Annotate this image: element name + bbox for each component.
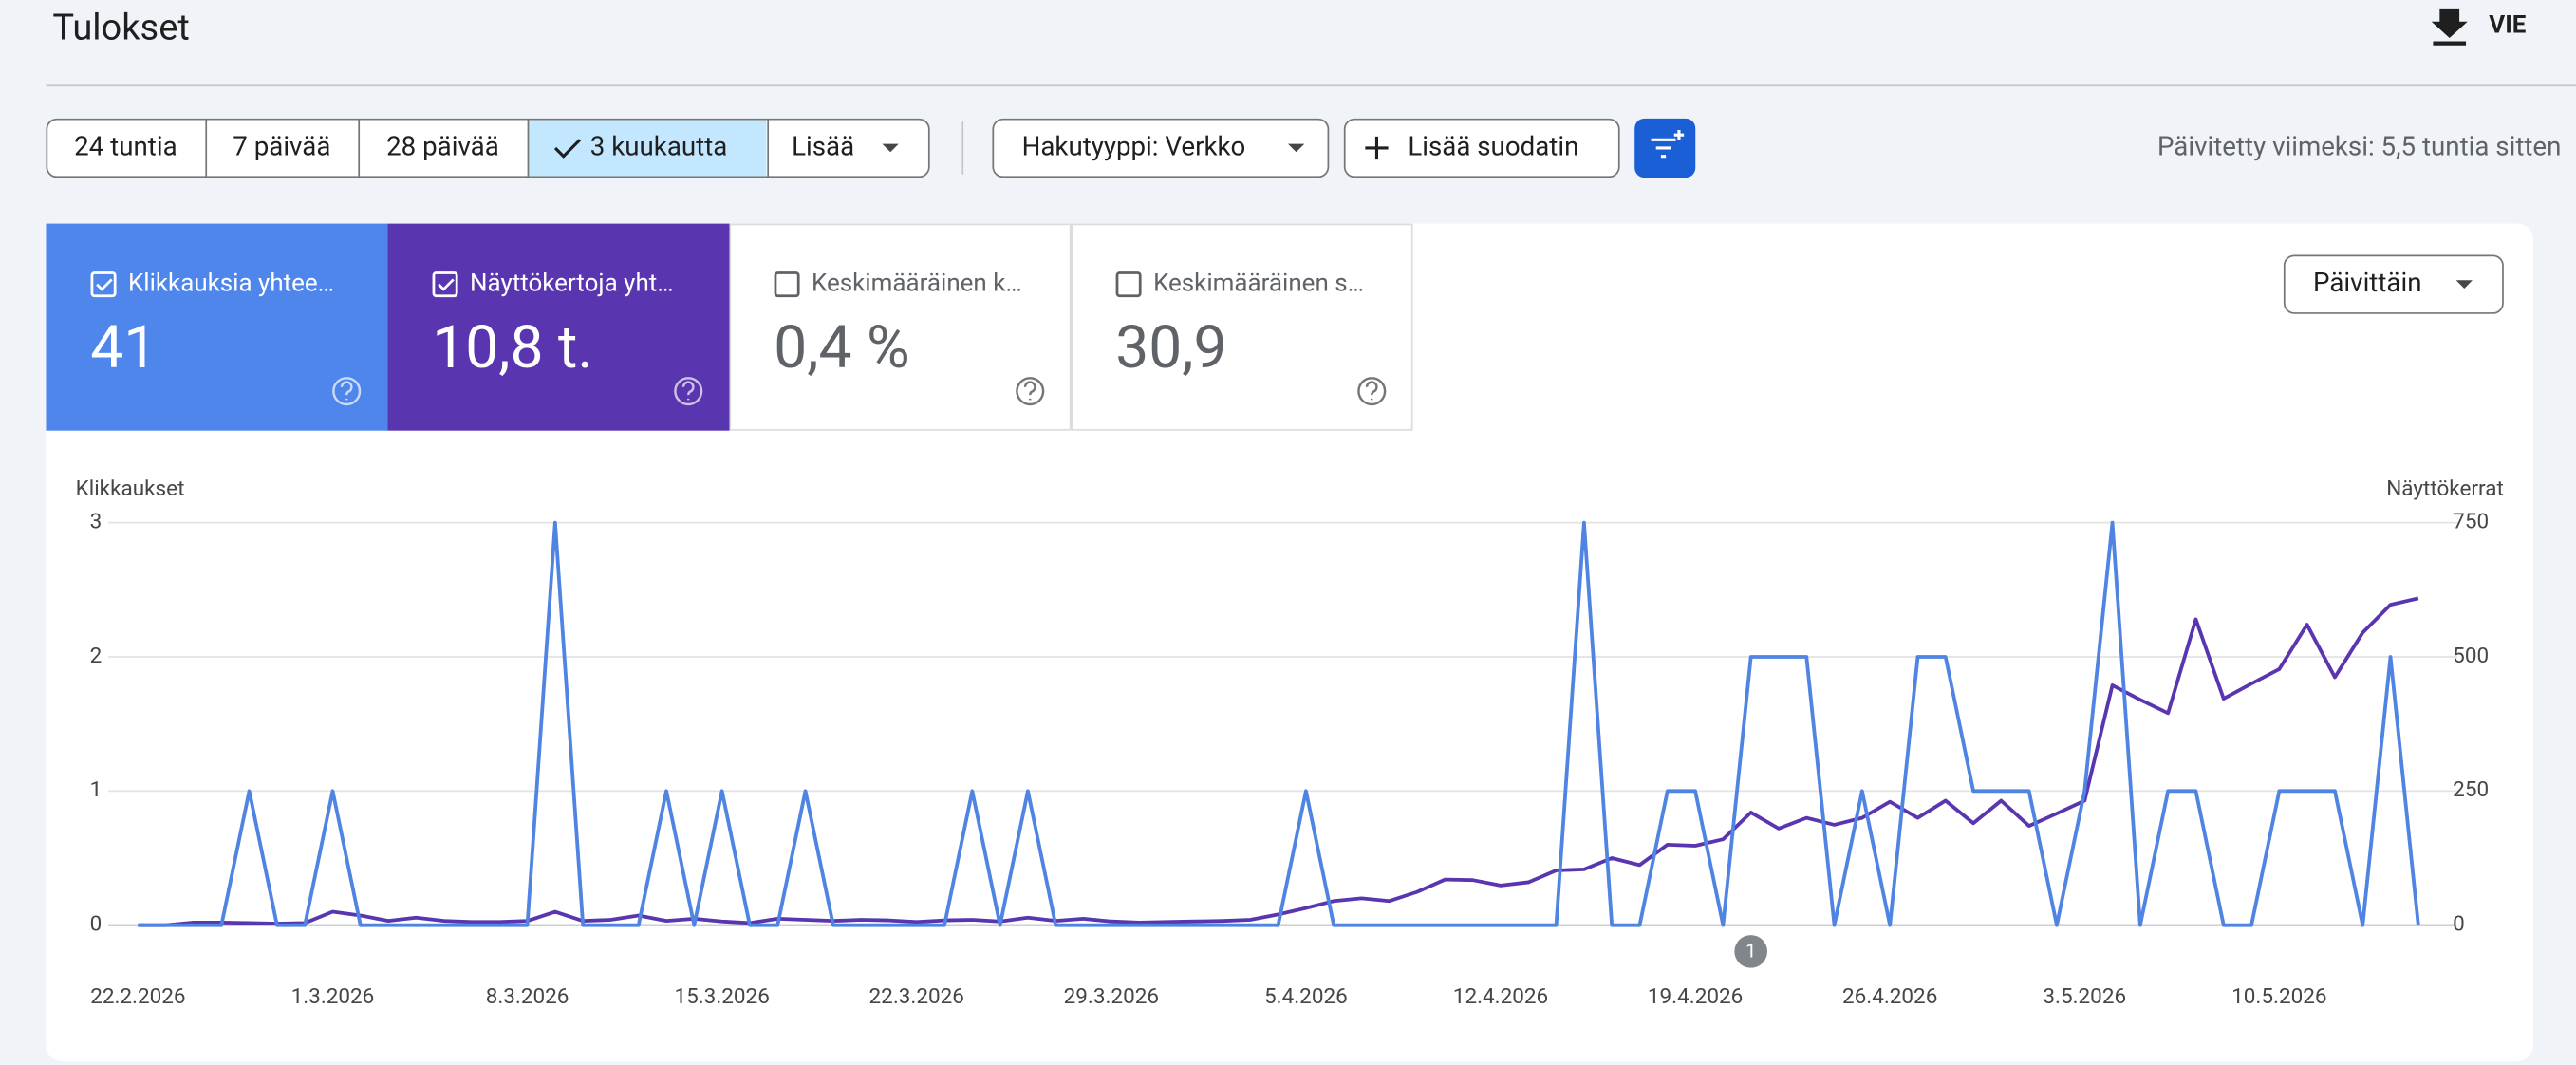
y2-tick-label: 250 <box>2453 777 2489 802</box>
metric-label: Klikkauksia yhtee… <box>128 269 334 297</box>
checkbox[interactable] <box>432 271 458 298</box>
metric-value: 41 <box>90 313 157 383</box>
help-glyph <box>340 381 353 401</box>
check-icon <box>553 139 582 159</box>
metric-card[interactable]: Klikkauksia yhtee… 41 <box>46 223 388 431</box>
dropdown-arrow <box>1288 143 1305 153</box>
annotation-dot <box>1734 935 1767 968</box>
help-icon[interactable] <box>332 377 362 406</box>
button-frame <box>992 118 1330 178</box>
dropdown-arrow <box>2455 280 2473 289</box>
help-icon[interactable] <box>1016 377 1045 406</box>
checkbox[interactable] <box>90 271 117 298</box>
y-tick-label: 3 <box>90 510 103 534</box>
metric-card[interactable]: Keskimääräinen s… 30,9 <box>1071 223 1413 431</box>
annotation-marker[interactable]: 1 <box>1734 935 1767 968</box>
x-tick-label: 22.2.2026 <box>90 984 185 1009</box>
x-tick-label: 22.3.2026 <box>869 984 964 1009</box>
series-line <box>138 596 2419 927</box>
y-tick-label: 1 <box>90 777 103 802</box>
updated-text: Päivitetty viimeksi: 5,5 tuntia sitten <box>2157 130 2561 161</box>
metric-card[interactable]: Keskimääräinen k… 0,4 % <box>729 223 1072 431</box>
x-tick-label: 29.3.2026 <box>1064 984 1159 1009</box>
range-selected-bg <box>528 120 767 177</box>
y2-axis-title: Näyttökerrat <box>2386 476 2504 501</box>
add-filter-label[interactable]: Lisää suodatin <box>1408 130 1578 161</box>
x-tick-label: 12.4.2026 <box>1453 984 1548 1009</box>
filter-icon <box>1651 129 1685 159</box>
x-tick-label: 5.4.2026 <box>1264 984 1348 1009</box>
export-button[interactable]: VIE <box>2431 8 2527 46</box>
metric-card-bg <box>387 223 730 431</box>
y-axis-title: Klikkaukset <box>76 476 185 501</box>
range-button[interactable]: 7 päivää <box>233 130 330 161</box>
granularity-label[interactable]: Päivittäin <box>2313 267 2421 298</box>
range-button[interactable]: 3 kuukautta <box>590 130 728 161</box>
add-filter-button[interactable]: Lisää suodatin <box>1343 118 1620 178</box>
x-tick-label: 19.4.2026 <box>1648 984 1743 1009</box>
metric-value: 30,9 <box>1115 313 1226 383</box>
metric-label: Keskimääräinen k… <box>812 269 1022 297</box>
annotation-label[interactable]: 1 <box>1745 941 1757 963</box>
x-tick-label: 3.5.2026 <box>2043 984 2126 1009</box>
y-tick-label: 2 <box>90 644 103 668</box>
y2-tick-label: 0 <box>2453 912 2465 937</box>
y2-tick-label: 750 <box>2453 510 2489 534</box>
date-range-group[interactable]: 24 tuntia 7 päivää 28 päivää 3 kuukautta Lis… <box>46 118 930 178</box>
range-button[interactable]: 24 tuntia <box>74 130 177 161</box>
metric-card-bg <box>729 223 1072 431</box>
checkbox[interactable] <box>774 271 800 298</box>
series-line <box>138 520 2420 927</box>
export-label[interactable]: VIE <box>2489 11 2527 40</box>
x-tick-label: 1.3.2026 <box>291 984 375 1009</box>
button-frame <box>2283 254 2504 314</box>
help-glyph <box>1023 381 1036 401</box>
button-frame <box>1343 118 1620 178</box>
search-type-label[interactable]: Hakutyyppi: Verkko <box>1022 130 1246 161</box>
y-tick-label: 0 <box>90 912 103 937</box>
metric-card[interactable]: Näyttökertoja yht… 10,8 t. <box>387 223 730 431</box>
help-glyph <box>1365 381 1378 401</box>
download-icon <box>2431 8 2468 46</box>
range-button[interactable]: Lisää <box>792 130 854 161</box>
filter-settings-button[interactable] <box>1634 118 1696 178</box>
granularity-button[interactable]: Päivittäin <box>2283 254 2504 314</box>
help-glyph <box>681 381 695 401</box>
checkbox[interactable] <box>1115 271 1142 298</box>
x-tick-label: 10.5.2026 <box>2231 984 2326 1009</box>
metric-card-bg <box>1071 223 1413 431</box>
x-tick-label: 8.3.2026 <box>486 984 569 1009</box>
dropdown-arrow <box>882 143 899 153</box>
search-type-button[interactable]: Hakutyyppi: Verkko <box>992 118 1330 178</box>
range-button[interactable]: 28 päivää <box>386 130 499 161</box>
help-icon[interactable] <box>674 377 703 406</box>
metric-value: 0,4 % <box>774 313 909 383</box>
metric-label: Keskimääräinen s… <box>1153 269 1364 297</box>
y2-tick-label: 500 <box>2453 644 2489 668</box>
checkbox-check <box>438 278 455 291</box>
metric-card-bg <box>46 223 388 431</box>
metric-label: Näyttökertoja yht… <box>470 269 674 297</box>
plus-icon <box>1365 136 1389 160</box>
metric-value: 10,8 t. <box>432 313 593 383</box>
page-title: Tulokset <box>52 7 189 48</box>
help-icon[interactable] <box>1357 377 1387 406</box>
x-tick-label: 26.4.2026 <box>1842 984 1937 1009</box>
checkbox-check <box>96 278 113 291</box>
results-card <box>46 223 2533 1062</box>
x-tick-label: 15.3.2026 <box>674 984 769 1009</box>
